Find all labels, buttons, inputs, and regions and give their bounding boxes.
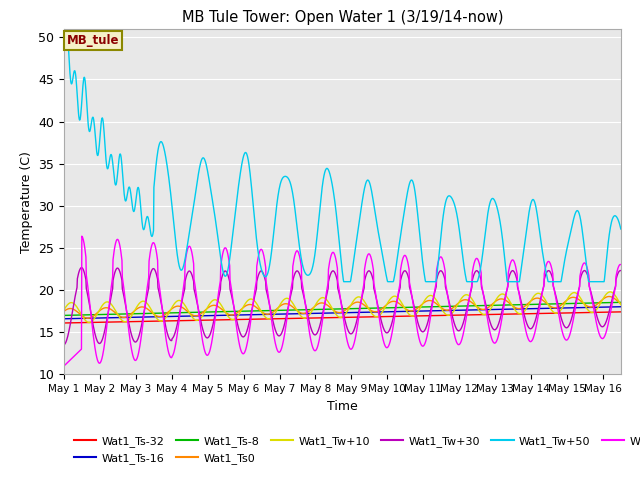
Wat1_Tw+10	[308, 308, 316, 313]
Wat1_Tw+30	[297, 275, 305, 280]
Wat1_Tw+50	[318, 188, 326, 193]
Legend: Wat1_Ts-32, Wat1_Ts-16, Wat1_Ts-8, Wat1_Ts0, Wat1_Tw+10, Wat1_Tw+30, Wat1_Tw+50,: Wat1_Ts-32, Wat1_Ts-16, Wat1_Ts-8, Wat1_…	[70, 432, 640, 468]
Wat1_Ts0	[378, 306, 385, 312]
Line: Wat1_Tw+50: Wat1_Tw+50	[64, 37, 621, 282]
Wat1_Tw100	[126, 338, 134, 344]
Wat1_Tw+30	[378, 318, 385, 324]
Wat1_Tw+10	[85, 320, 93, 325]
Wat1_Tw100	[60, 363, 68, 369]
Wat1_Ts0	[297, 310, 305, 316]
Wat1_Tw+10	[60, 307, 68, 313]
Wat1_Ts-16	[296, 311, 304, 316]
Wat1_Tw100	[297, 259, 305, 264]
Wat1_Tw+10	[297, 313, 305, 319]
Wat1_Tw+10	[378, 311, 385, 316]
Y-axis label: Temperature (C): Temperature (C)	[20, 151, 33, 252]
Wat1_Tw+30	[308, 328, 316, 334]
Wat1_Ts0	[308, 306, 316, 312]
Wat1_Ts-32	[103, 319, 111, 325]
Title: MB Tule Tower: Open Water 1 (3/19/14-now): MB Tule Tower: Open Water 1 (3/19/14-now…	[182, 10, 503, 25]
Wat1_Tw+50	[378, 245, 385, 251]
Wat1_Ts0	[605, 294, 613, 300]
Wat1_Tw+10	[606, 289, 614, 295]
Wat1_Ts-32	[296, 315, 304, 321]
Wat1_Ts-8	[126, 311, 134, 317]
Line: Wat1_Ts0: Wat1_Ts0	[64, 297, 621, 318]
Wat1_Tw+50	[60, 35, 68, 40]
Wat1_Ts0	[126, 312, 134, 318]
Wat1_Tw+50	[308, 267, 316, 273]
Wat1_Tw100	[378, 327, 385, 333]
Wat1_Tw+10	[617, 302, 625, 308]
Line: Wat1_Ts-32: Wat1_Ts-32	[64, 312, 621, 323]
Wat1_Tw+50	[126, 185, 134, 191]
Wat1_Tw+30	[104, 313, 111, 319]
Wat1_Ts-16	[308, 311, 316, 316]
Wat1_Ts-16	[617, 304, 625, 310]
Line: Wat1_Ts-16: Wat1_Ts-16	[64, 307, 621, 319]
Wat1_Tw+50	[617, 226, 625, 232]
Wat1_Tw+30	[126, 326, 134, 332]
Wat1_Ts-32	[308, 315, 316, 321]
Wat1_Tw100	[318, 320, 326, 325]
Wat1_Tw+50	[340, 279, 348, 285]
Line: Wat1_Tw+30: Wat1_Tw+30	[64, 268, 621, 345]
Wat1_Ts-8	[377, 305, 385, 311]
Wat1_Tw100	[78, 233, 86, 239]
Wat1_Tw+10	[126, 315, 134, 321]
Wat1_Ts-8	[318, 306, 326, 312]
Wat1_Ts0	[318, 300, 326, 306]
Wat1_Tw+10	[318, 295, 326, 300]
Wat1_Tw100	[617, 262, 625, 267]
Wat1_Ts-16	[377, 309, 385, 315]
Wat1_Tw+50	[296, 250, 304, 255]
Wat1_Ts0	[84, 315, 92, 321]
Wat1_Ts-32	[60, 320, 68, 326]
Wat1_Ts-8	[617, 300, 625, 305]
Wat1_Ts-16	[103, 315, 111, 321]
Wat1_Ts-8	[308, 307, 316, 312]
Line: Wat1_Ts-8: Wat1_Ts-8	[64, 302, 621, 315]
Wat1_Tw100	[104, 317, 111, 323]
Wat1_Tw+30	[318, 313, 326, 319]
Wat1_Ts-16	[318, 311, 326, 316]
Wat1_Tw100	[308, 343, 316, 348]
Line: Wat1_Tw+10: Wat1_Tw+10	[64, 292, 621, 323]
Wat1_Ts-32	[377, 314, 385, 320]
Line: Wat1_Tw100: Wat1_Tw100	[64, 236, 621, 366]
Text: MB_tule: MB_tule	[67, 35, 119, 48]
Wat1_Ts-16	[60, 316, 68, 322]
Wat1_Ts-32	[126, 319, 134, 324]
Wat1_Tw+10	[104, 299, 111, 305]
Wat1_Ts-16	[126, 314, 134, 320]
Wat1_Ts-32	[617, 309, 625, 315]
Wat1_Tw+30	[60, 342, 68, 348]
Wat1_Ts-8	[296, 307, 304, 313]
Wat1_Ts-8	[60, 312, 68, 318]
Wat1_Tw+30	[617, 268, 625, 274]
Wat1_Ts0	[617, 301, 625, 307]
X-axis label: Time: Time	[327, 400, 358, 413]
Wat1_Ts0	[60, 309, 68, 314]
Wat1_Tw+50	[103, 165, 111, 171]
Wat1_Ts-8	[103, 312, 111, 317]
Wat1_Ts0	[104, 305, 111, 311]
Wat1_Ts-32	[318, 315, 326, 321]
Wat1_Tw+30	[77, 265, 85, 271]
